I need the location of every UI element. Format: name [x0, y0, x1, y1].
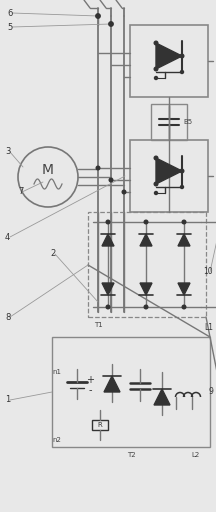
Bar: [52, 337, 210, 447]
Text: L2: L2: [191, 452, 199, 458]
Circle shape: [144, 220, 148, 224]
Text: -: -: [88, 385, 92, 395]
Text: M: M: [42, 163, 54, 177]
Text: n2: n2: [52, 437, 61, 443]
Circle shape: [182, 305, 186, 309]
Text: 5: 5: [7, 23, 12, 32]
Bar: [130, 25, 208, 97]
Circle shape: [122, 190, 126, 194]
Bar: [92, 420, 108, 430]
Text: 7: 7: [18, 187, 23, 197]
Polygon shape: [102, 234, 114, 246]
Text: n1: n1: [52, 369, 62, 375]
Circle shape: [154, 191, 157, 195]
Text: 1: 1: [5, 395, 10, 404]
Text: 2: 2: [50, 249, 55, 259]
Text: 8: 8: [5, 312, 10, 322]
Text: 6: 6: [7, 9, 12, 17]
Circle shape: [106, 220, 110, 224]
Bar: [88, 212, 206, 317]
Circle shape: [180, 54, 184, 58]
Circle shape: [154, 76, 157, 79]
Circle shape: [154, 182, 158, 186]
Circle shape: [181, 185, 184, 188]
Text: +: +: [86, 375, 94, 385]
Text: T2: T2: [127, 452, 135, 458]
Text: B5: B5: [183, 119, 192, 125]
Polygon shape: [156, 43, 182, 69]
Circle shape: [106, 305, 110, 309]
Polygon shape: [140, 234, 152, 246]
Circle shape: [96, 166, 100, 170]
Polygon shape: [156, 158, 182, 184]
Circle shape: [182, 220, 186, 224]
Polygon shape: [178, 283, 190, 295]
Text: 9: 9: [208, 388, 213, 396]
Text: 3: 3: [5, 147, 10, 157]
Polygon shape: [178, 234, 190, 246]
Text: 10: 10: [203, 267, 213, 276]
Polygon shape: [154, 389, 170, 405]
Circle shape: [181, 71, 184, 74]
Circle shape: [154, 156, 158, 160]
Polygon shape: [102, 283, 114, 295]
Circle shape: [96, 14, 100, 18]
Polygon shape: [104, 376, 120, 392]
Circle shape: [154, 67, 158, 71]
Circle shape: [109, 22, 113, 26]
Bar: [151, 104, 187, 140]
Bar: [130, 140, 208, 212]
Circle shape: [109, 178, 113, 182]
Text: R: R: [98, 422, 102, 428]
Circle shape: [144, 305, 148, 309]
Polygon shape: [140, 283, 152, 295]
Text: 4: 4: [5, 232, 10, 242]
Text: L1: L1: [204, 323, 213, 331]
Circle shape: [154, 41, 158, 45]
Circle shape: [180, 169, 184, 173]
Text: T1: T1: [94, 322, 102, 328]
